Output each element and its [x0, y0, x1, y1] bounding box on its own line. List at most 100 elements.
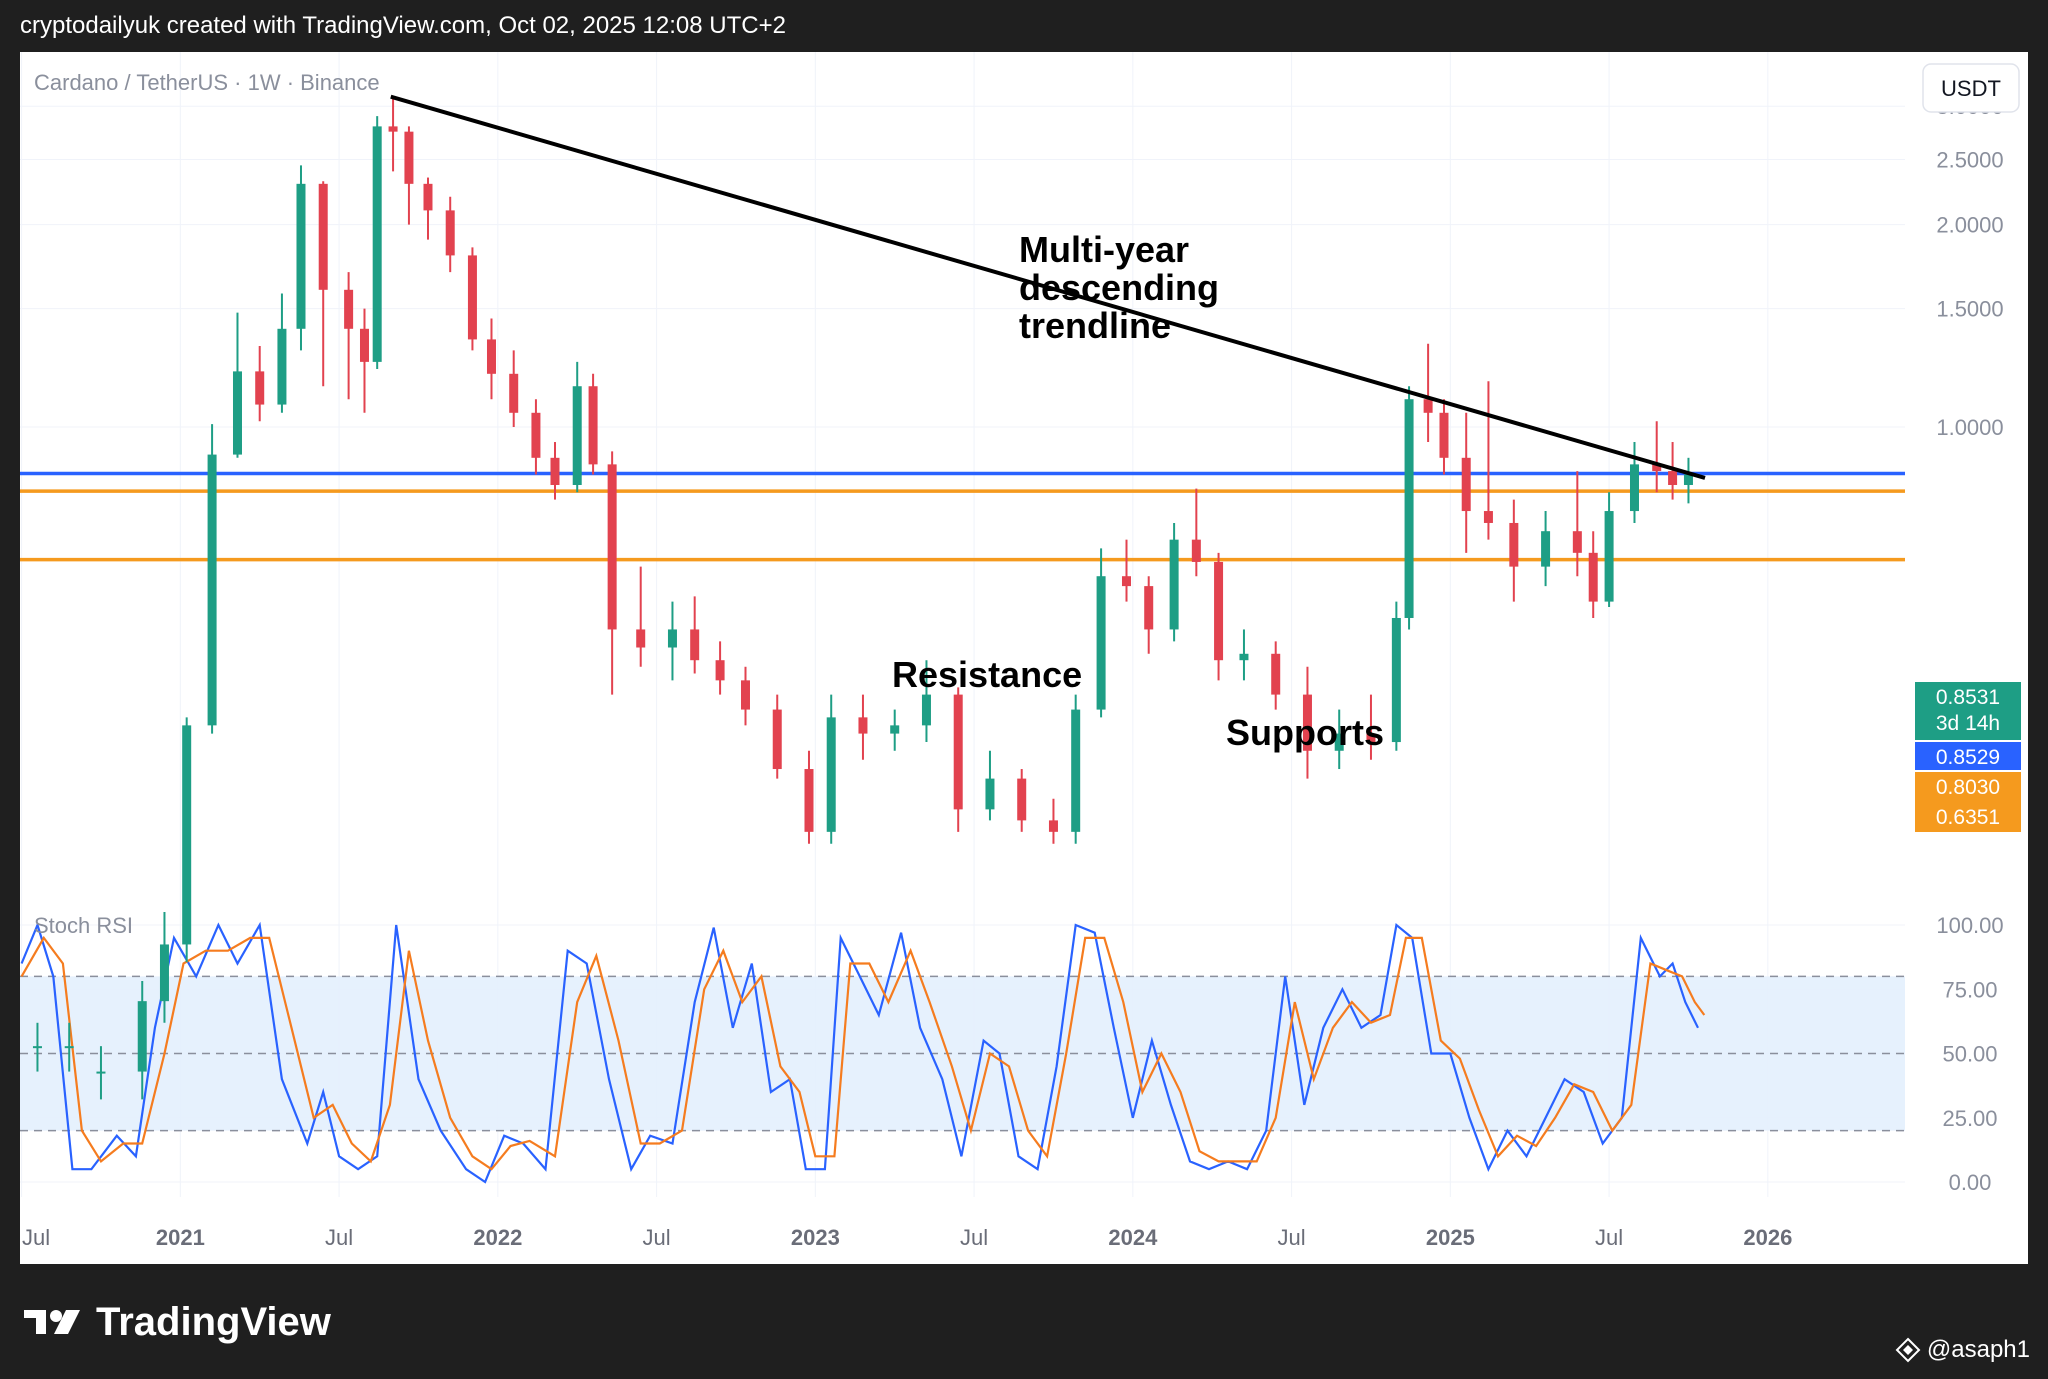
candle-body: [318, 183, 328, 290]
time-tick-label: 2025: [1426, 1225, 1475, 1250]
price-tag-value: 0.8531: [1936, 686, 2000, 709]
candle-body: [232, 371, 242, 455]
grid-lines: [20, 52, 1905, 1197]
currency-button-label: USDT: [1941, 76, 2001, 101]
candle-body: [531, 412, 541, 458]
chart-panel[interactable]: 1.00001.50002.00002.50003.00000.0025.005…: [20, 52, 2028, 1264]
tradingview-logo: TradingView: [22, 1300, 331, 1344]
candle-body: [445, 210, 455, 256]
candle-body: [1169, 539, 1179, 630]
candle-body: [96, 1071, 106, 1074]
candle-body: [1423, 399, 1433, 413]
price-tag: [1915, 742, 2021, 770]
candle-body: [690, 629, 700, 661]
candle-body: [1017, 778, 1027, 821]
candle-body: [1334, 733, 1344, 751]
candle-body: [255, 371, 265, 405]
annotation-label: descending: [1019, 267, 1219, 308]
candle-body: [1048, 820, 1058, 832]
candle-body: [550, 457, 560, 485]
candle-body: [1461, 457, 1471, 512]
candle-body: [1144, 586, 1154, 630]
tradingview-logo-icon: [24, 1310, 80, 1334]
candle-body: [1652, 464, 1662, 472]
attribution-text: cryptodailyuk created with TradingView.c…: [20, 12, 786, 39]
candle-body: [404, 131, 414, 184]
rsi-d-line: [20, 935, 1706, 1171]
time-tick-label: 2026: [1743, 1225, 1792, 1250]
price-tick-label: 1.5000: [1936, 297, 2003, 322]
candle-body: [772, 709, 782, 770]
candle-body: [1509, 522, 1519, 567]
price-tick-label: 2.5000: [1936, 147, 2003, 172]
time-tick-label: 2021: [156, 1225, 205, 1250]
time-tick-label: Jul: [960, 1225, 988, 1250]
price-tag-value: 0.8030: [1936, 776, 2000, 799]
candles: [32, 96, 1693, 1100]
time-tick-label: Jul: [643, 1225, 671, 1250]
candle-body: [509, 373, 519, 413]
candle-body: [277, 328, 287, 405]
candle-body: [388, 126, 398, 132]
annotation-label: Multi-year: [1019, 229, 1189, 270]
candle-body: [1683, 474, 1693, 485]
currency-button[interactable]: USDT: [1922, 63, 2020, 113]
candle-body: [344, 289, 354, 329]
candle-body: [1572, 531, 1582, 553]
candle-body: [182, 725, 192, 945]
time-axis: Jul 2021 Jul 2022 Jul 2023 Jul 2024 Jul 2025 Jul 20…: [22, 1225, 1792, 1250]
candle-body: [467, 255, 477, 340]
time-tick-label: Jul: [325, 1225, 353, 1250]
candle-body: [921, 694, 931, 726]
candle-body: [64, 1046, 74, 1049]
rsi-tick-label: 0.00: [1949, 1170, 1992, 1195]
price-tag: [1915, 682, 2021, 740]
candle-body: [858, 717, 868, 734]
candle-body: [1439, 412, 1449, 458]
rsi-tick-label: 50.00: [1942, 1042, 1997, 1067]
candle-body: [1096, 576, 1106, 710]
time-tick-label: 2022: [473, 1225, 522, 1250]
candle-body: [1588, 552, 1598, 602]
time-tick-label: Jul: [1278, 1225, 1306, 1250]
annotation-label: Supports: [1226, 712, 1384, 753]
candle-body: [1541, 531, 1551, 567]
candle-body: [740, 680, 750, 710]
candle-body: [1214, 561, 1224, 661]
diamond-icon: [1895, 1337, 1921, 1363]
time-tick-label: 2023: [791, 1225, 840, 1250]
rsi-tick-label: 100.00: [1936, 913, 2003, 938]
annotation-label: Resistance: [892, 654, 1082, 695]
rsi-tick-label: 25.00: [1942, 1106, 1997, 1131]
candle-body: [826, 717, 836, 832]
candle-body: [1239, 653, 1249, 661]
time-tick-label: Jul: [22, 1225, 50, 1250]
candle-body: [159, 944, 169, 1002]
candle-body: [636, 629, 646, 648]
footer-user: @asaph1: [1895, 1336, 2030, 1364]
candle-body: [588, 386, 598, 465]
time-tick-label: 2024: [1108, 1225, 1158, 1250]
candle-body: [359, 328, 369, 362]
rsi-tick-label: 75.00: [1942, 977, 1997, 1002]
annotation-label: trendline: [1019, 305, 1171, 346]
candle-body: [1629, 464, 1639, 512]
footer-user-label: @asaph1: [1926, 1336, 2030, 1363]
candle-body: [667, 629, 677, 648]
candle-body: [423, 183, 433, 211]
candle-body: [1302, 694, 1312, 751]
stoch-rsi-pane: Stoch RSI: [20, 913, 1905, 1184]
candle-body: [985, 778, 995, 810]
candle-body: [137, 1001, 147, 1072]
price-tag-value: 0.6351: [1936, 806, 2000, 829]
candle-body: [1404, 399, 1414, 618]
price-tag-countdown: 3d 14h: [1936, 712, 2000, 735]
candle-body: [953, 694, 963, 810]
time-tick-label: Jul: [1595, 1225, 1623, 1250]
candle-body: [890, 725, 900, 734]
chart-canvas[interactable]: 1.00001.50002.00002.50003.00000.0025.005…: [20, 52, 2028, 1264]
price-tag: [1915, 802, 2021, 832]
candle-body: [1271, 653, 1281, 695]
candle-body: [1071, 709, 1081, 832]
candle-body: [804, 769, 814, 832]
